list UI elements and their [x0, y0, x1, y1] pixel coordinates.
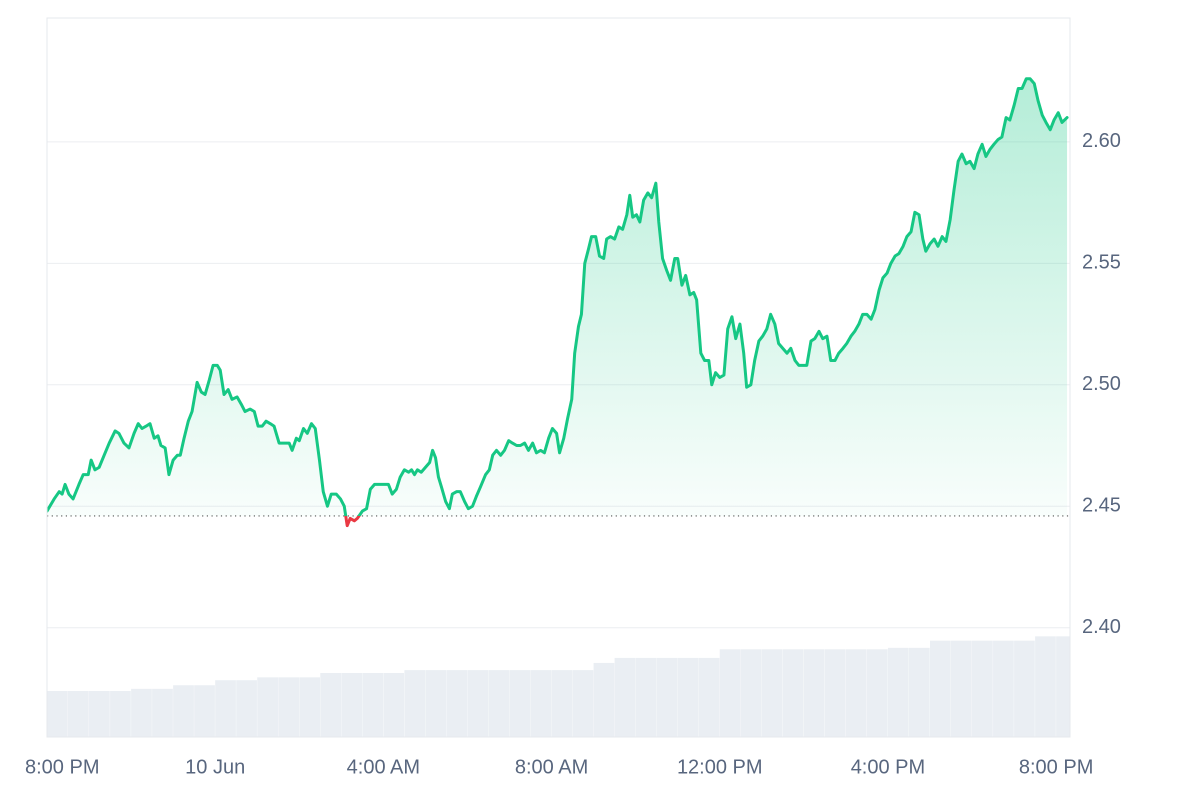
- volume-bar: [299, 677, 321, 737]
- volume-bar: [551, 670, 573, 737]
- x-tick-label: 8:00 PM: [1019, 756, 1093, 778]
- volume-bar: [278, 677, 299, 737]
- volume-bar: [887, 647, 909, 737]
- y-tick-label: 2.45: [1082, 495, 1121, 517]
- price-area: [47, 78, 1068, 526]
- volume-bar: [866, 649, 888, 737]
- volume-bar: [656, 657, 678, 737]
- volume-bar: [614, 657, 636, 737]
- volume-bar: [719, 649, 741, 737]
- volume-bar: [173, 685, 194, 737]
- volume-bar: [131, 688, 152, 737]
- volume-bar: [530, 670, 552, 737]
- volume-bar: [1014, 640, 1035, 737]
- volume-bar: [635, 657, 657, 737]
- x-tick-label: 10 Jun: [185, 756, 245, 778]
- labels-layer: 2.40 2.45 2.50 2.55 2.60 8:00 PM 10 Jun 4:00 AM…: [25, 130, 1121, 778]
- volume-bar: [425, 670, 447, 737]
- x-tick-label: 8:00 PM: [25, 756, 99, 778]
- volume-bar: [68, 690, 89, 737]
- volume-bar: [404, 670, 426, 737]
- volume-bar: [446, 670, 468, 737]
- volume-bar: [236, 680, 257, 737]
- x-tick-label: 8:00 AM: [515, 756, 588, 778]
- volume-bar: [110, 690, 131, 737]
- y-tick-label: 2.55: [1082, 252, 1121, 274]
- data-layer: [47, 77, 1070, 528]
- volume-bar: [1035, 636, 1056, 737]
- volume-bar: [761, 649, 783, 737]
- plot-frame: [46, 17, 1071, 738]
- volume-bar: [509, 670, 531, 737]
- volume-bar: [383, 673, 405, 737]
- volume-bar: [320, 673, 342, 737]
- x-tick-label: 4:00 AM: [347, 756, 420, 778]
- price-line: [47, 77, 1069, 528]
- volume-bar: [593, 662, 615, 737]
- volume-bar: [677, 657, 699, 737]
- volume-bar: [47, 690, 68, 737]
- volume-bar: [972, 640, 993, 737]
- volume-bar: [194, 685, 215, 737]
- x-tick-label: 12:00 PM: [677, 756, 763, 778]
- volume-bar: [698, 657, 720, 737]
- volume-bar: [908, 647, 930, 737]
- volume-bar: [572, 670, 594, 737]
- y-tick-label: 2.40: [1082, 616, 1121, 638]
- volume-bar: [488, 670, 510, 737]
- volume-bar: [824, 649, 846, 737]
- volume-bar: [257, 677, 278, 737]
- volume-bar: [1056, 636, 1070, 737]
- volume-bar: [951, 640, 972, 737]
- volume-bar: [152, 688, 173, 737]
- volume-bar: [993, 640, 1014, 737]
- volume-bar: [89, 690, 110, 737]
- y-tick-label: 2.60: [1082, 130, 1121, 152]
- y-tick-label: 2.50: [1082, 373, 1121, 395]
- volume-bar: [341, 673, 363, 737]
- volume-bar: [803, 649, 825, 737]
- volume-bar: [929, 640, 951, 737]
- volume-bar: [740, 649, 762, 737]
- volume-bar: [845, 649, 867, 737]
- volume-bar: [362, 673, 384, 737]
- volume-bar: [782, 649, 804, 737]
- x-tick-label: 4:00 PM: [851, 756, 925, 778]
- volume-bar: [467, 670, 489, 737]
- volume-layer: [47, 636, 1070, 737]
- volume-bar: [215, 680, 236, 737]
